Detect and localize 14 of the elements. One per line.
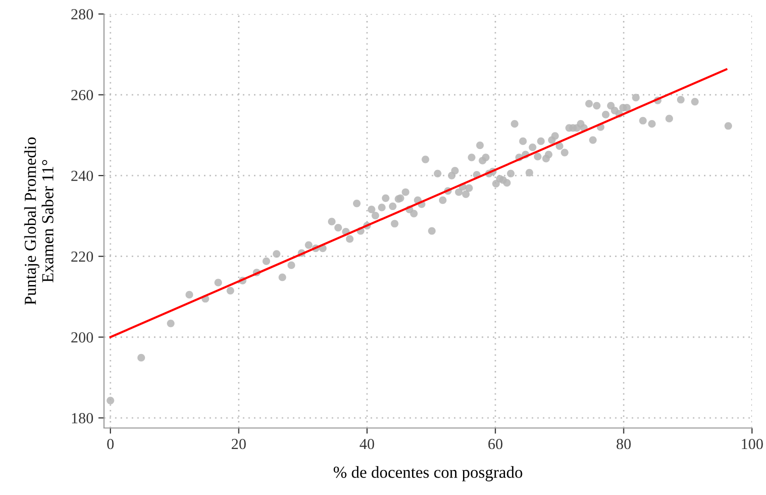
y-tick-label: 180 (72, 413, 93, 424)
x-tick-label: 80 (616, 438, 631, 450)
x-tick-label: 100 (742, 438, 763, 450)
y-tick-label: 220 (71, 251, 93, 262)
y-tick-label: 260 (71, 90, 93, 100)
y-tick-label: 240 (71, 170, 93, 182)
y-axis-title: Puntaje Global Promedio Examen Saber 11° (24, 137, 54, 305)
y-tick-label: 280 (71, 9, 93, 20)
y-tick-label: 200 (71, 332, 93, 343)
x-tick-label: 40 (360, 438, 374, 450)
x-tick-label: 20 (232, 438, 246, 450)
x-tick-label: 0 (107, 438, 114, 450)
x-tick-label: 60 (488, 438, 502, 450)
x-axis-title: % de docentes con posgrado (334, 466, 522, 482)
